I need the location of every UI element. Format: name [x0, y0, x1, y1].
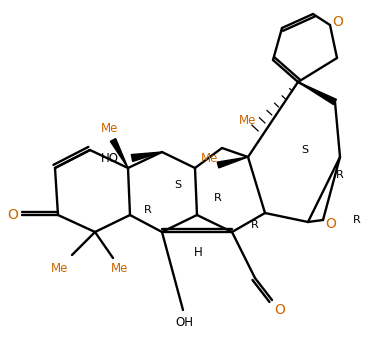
Text: OH: OH — [175, 317, 193, 330]
Polygon shape — [131, 152, 162, 162]
Text: R: R — [353, 215, 361, 225]
Text: O: O — [7, 208, 18, 222]
Text: HO: HO — [101, 151, 119, 164]
Polygon shape — [110, 139, 128, 168]
Text: R: R — [251, 220, 259, 230]
Text: H: H — [194, 246, 202, 260]
Text: Me: Me — [111, 261, 129, 274]
Text: Me: Me — [101, 122, 119, 135]
Text: S: S — [301, 145, 308, 155]
Polygon shape — [217, 157, 248, 168]
Text: S: S — [175, 180, 182, 190]
Polygon shape — [298, 82, 337, 105]
Text: R: R — [336, 170, 344, 180]
Text: O: O — [325, 217, 337, 231]
Text: O: O — [332, 15, 344, 29]
Text: O: O — [275, 303, 286, 317]
Text: R: R — [144, 205, 152, 215]
Text: R: R — [214, 193, 222, 203]
Text: Me: Me — [239, 114, 257, 127]
Text: Me: Me — [201, 151, 219, 164]
Text: Me: Me — [51, 261, 69, 274]
